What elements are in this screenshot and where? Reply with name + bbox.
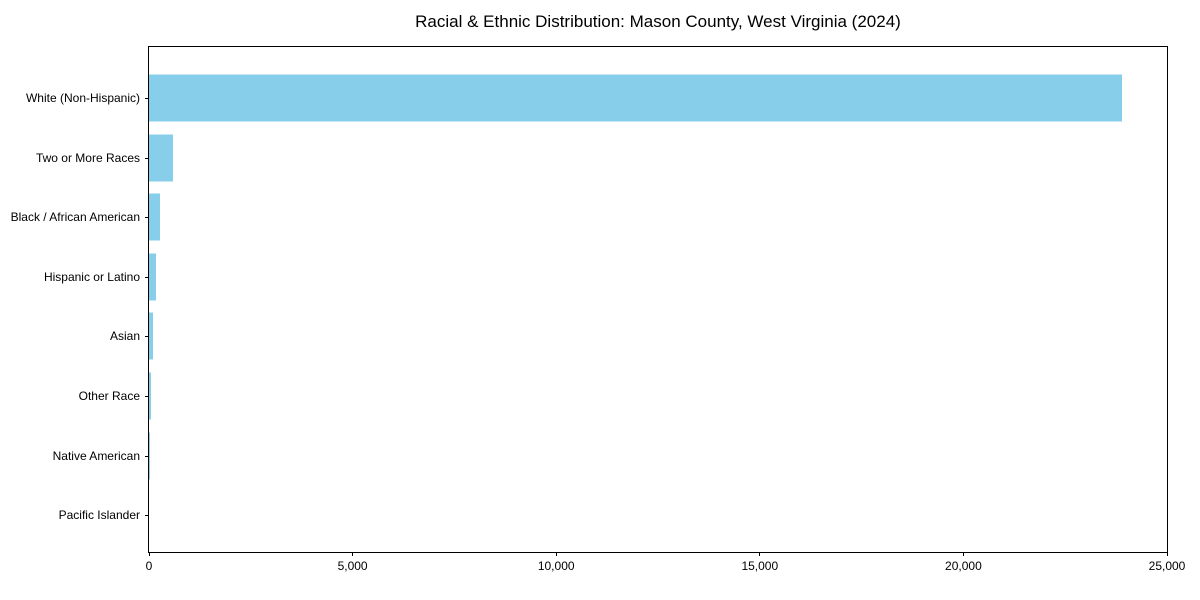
x-tick-label: 20,000	[945, 559, 982, 573]
x-tick-label: 25,000	[1148, 559, 1186, 573]
bar	[149, 312, 154, 360]
x-tick-label: 10,000	[537, 559, 575, 573]
y-tick-mark	[145, 97, 149, 99]
bar-row: Other Race	[79, 366, 1167, 426]
x-tick-mark	[352, 552, 354, 556]
y-tick-mark	[145, 217, 149, 219]
y-tick-mark	[145, 276, 149, 278]
category-label: Native American	[52, 448, 140, 463]
category-label: Black / African American	[10, 210, 140, 225]
x-tick-label: 15,000	[741, 559, 779, 573]
bar	[149, 372, 152, 420]
category-label: Hispanic or Latino	[43, 269, 140, 284]
x-tick-mark	[962, 552, 964, 556]
x-tick-mark	[1166, 552, 1168, 556]
y-tick-mark	[145, 455, 149, 457]
bar	[149, 193, 160, 241]
bar	[149, 253, 157, 301]
category-label: Two or More Races	[35, 150, 140, 165]
category-label: Other Race	[78, 388, 140, 403]
bar-row: Two or More Races	[36, 128, 1167, 188]
category-label: Pacific Islander	[58, 508, 140, 523]
bar-row: Pacific Islander	[59, 485, 1167, 545]
bar	[149, 74, 1123, 122]
chart-title: Racial & Ethnic Distribution: Mason Coun…	[415, 12, 901, 31]
y-tick-mark	[145, 515, 149, 517]
x-tick-mark	[148, 552, 150, 556]
bar-row: Hispanic or Latino	[44, 247, 1167, 307]
y-tick-mark	[145, 157, 149, 159]
x-tick-mark	[555, 552, 557, 556]
y-tick-mark	[145, 336, 149, 338]
x-tick-label: 0	[145, 559, 153, 573]
x-tick-mark	[759, 552, 761, 556]
bar-row: White (Non-Hispanic)	[26, 68, 1167, 128]
category-label: White (Non-Hispanic)	[25, 90, 140, 105]
bar	[149, 134, 174, 182]
category-label: Asian	[109, 329, 140, 344]
bar-row: Black / African American	[11, 187, 1167, 247]
y-tick-mark	[145, 395, 149, 397]
bar-row: Asian	[110, 307, 1167, 367]
bar-row: Native American	[53, 426, 1167, 486]
x-tick-label: 5,000	[337, 559, 368, 573]
plot-area: White (Non-Hispanic) Two or More Races Bla…	[11, 46, 1185, 573]
